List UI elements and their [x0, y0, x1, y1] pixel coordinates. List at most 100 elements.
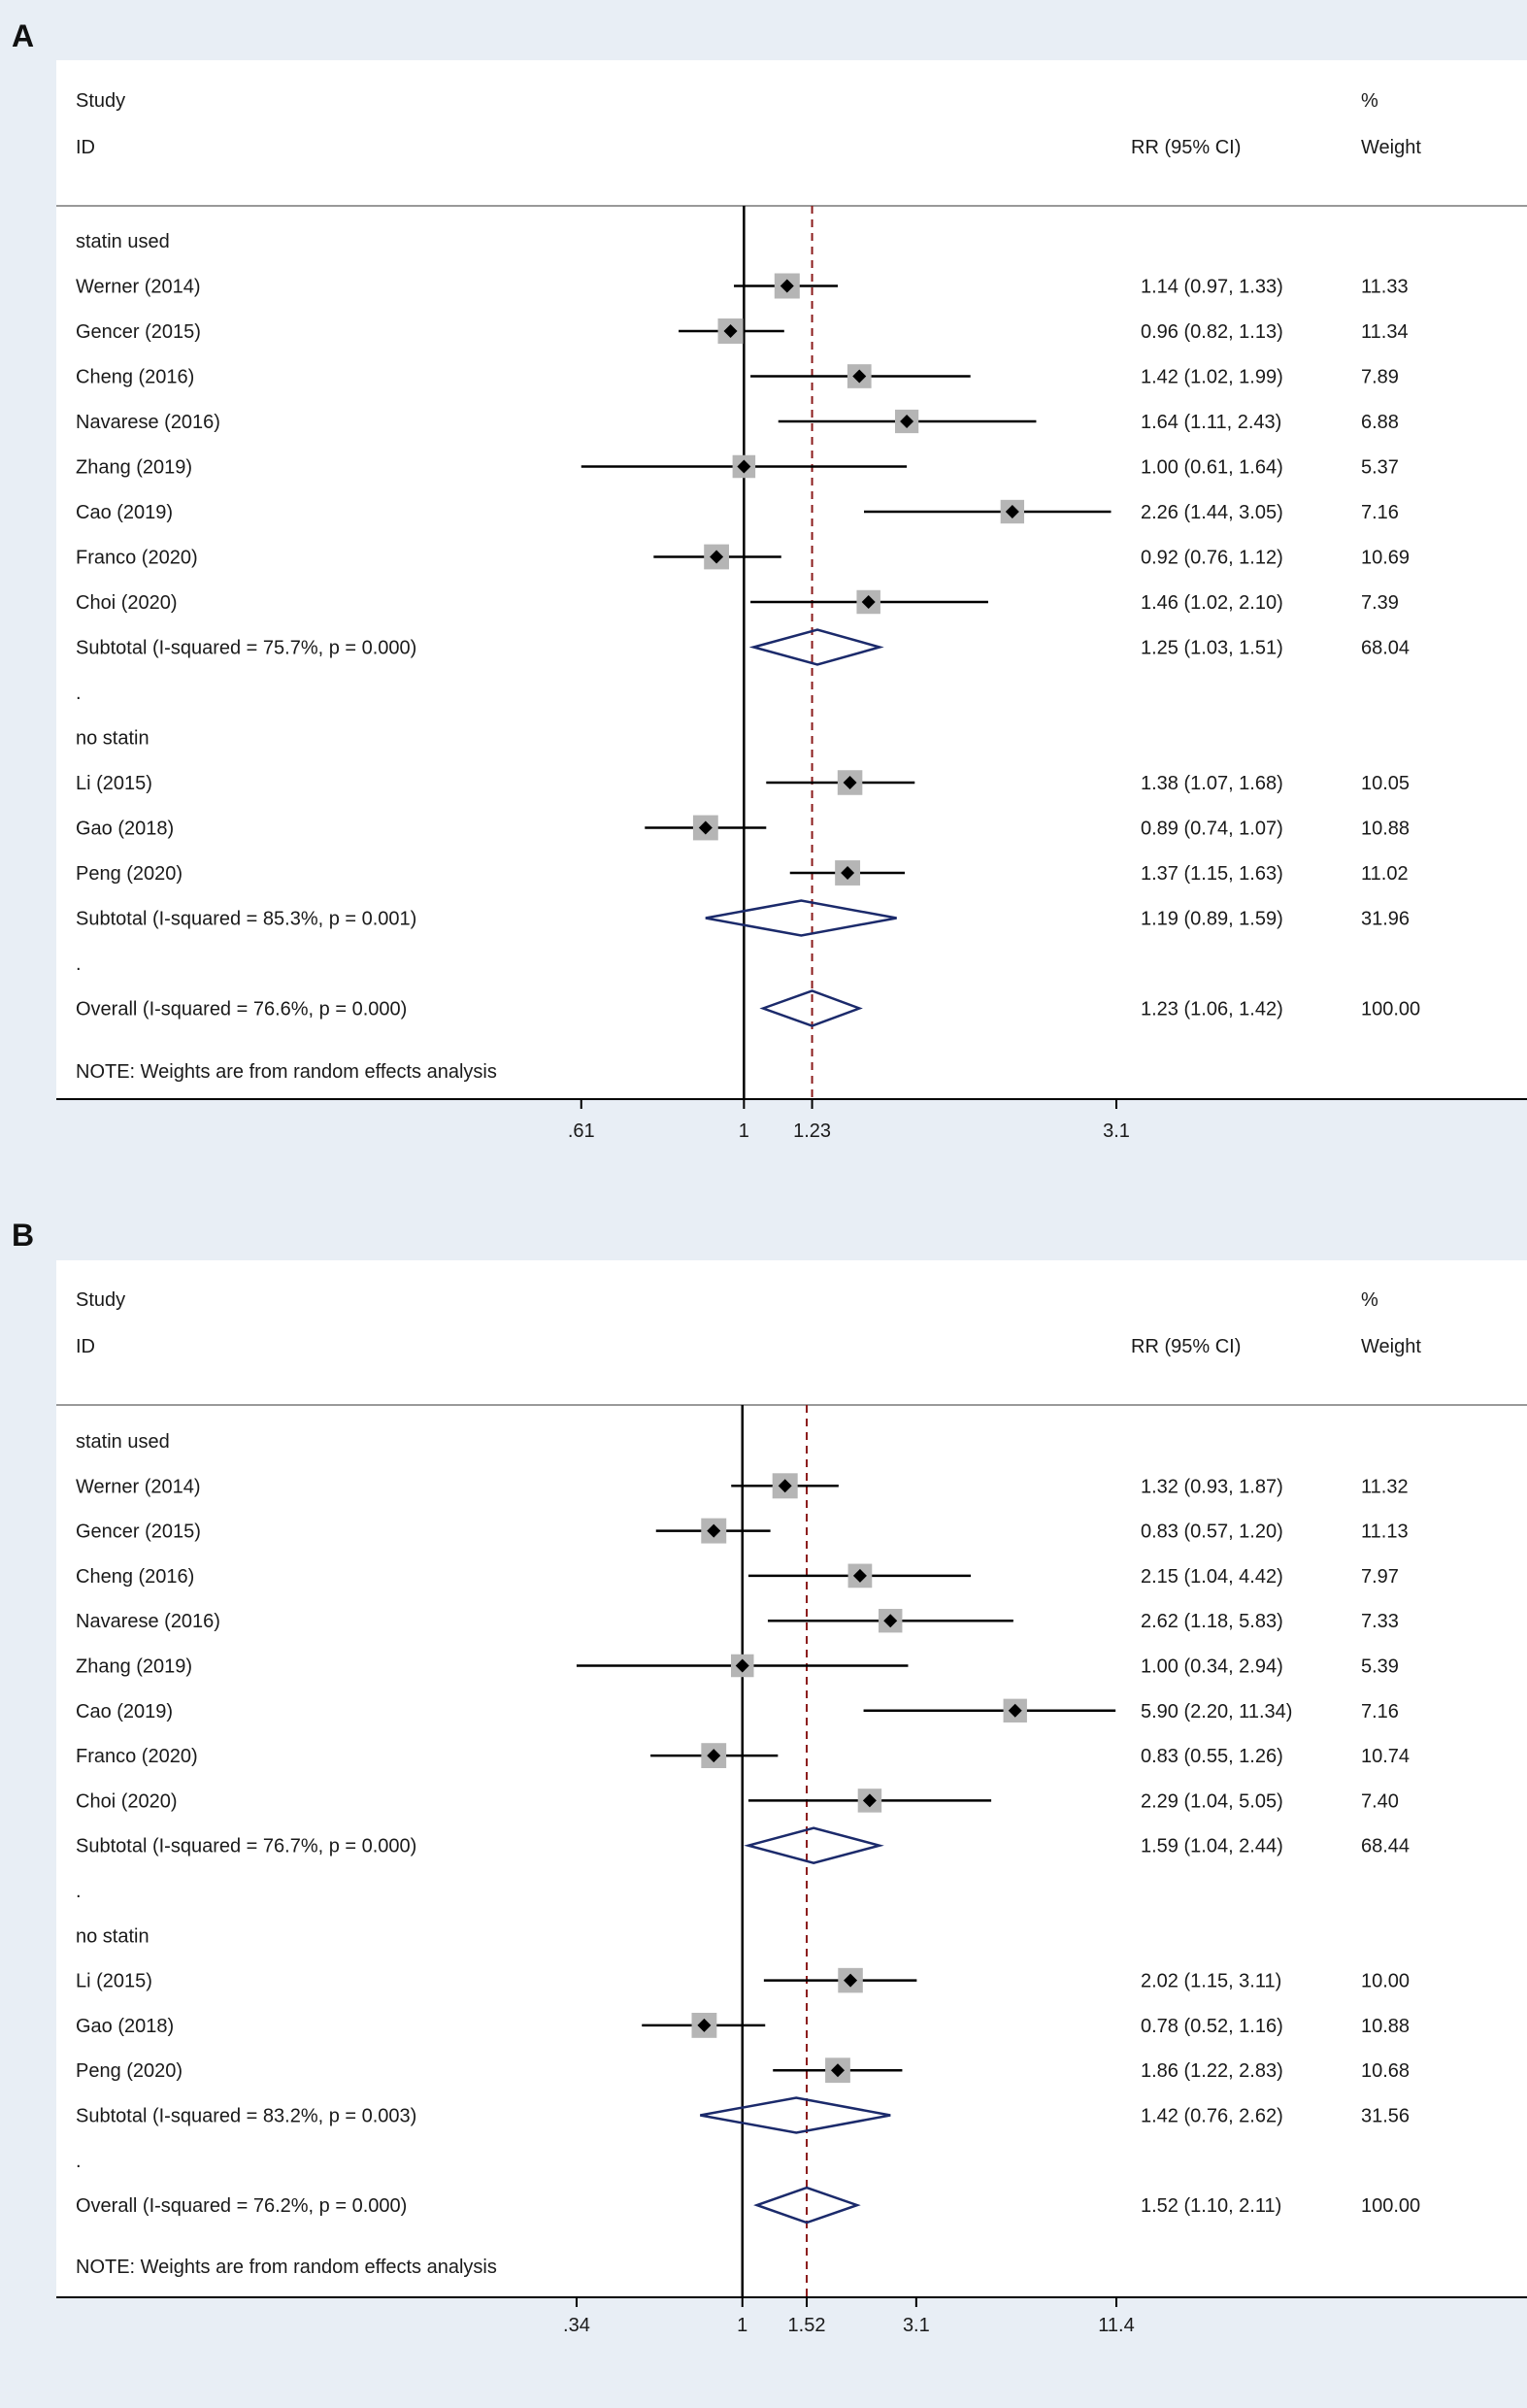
group-label: statin used	[76, 231, 170, 252]
study-label: Li (2015)	[76, 1971, 152, 1992]
rr-ci-value: 2.62 (1.18, 5.83)	[1141, 1611, 1283, 1632]
study-label: Navarese (2016)	[76, 412, 220, 433]
point-estimate-marker	[1005, 505, 1019, 518]
x-tick-label: .61	[568, 1120, 595, 1142]
weight-value: 7.40	[1361, 1790, 1399, 1812]
pooled-label: Subtotal (I-squared = 75.7%, p = 0.000)	[76, 638, 416, 659]
point-estimate-marker	[862, 1793, 877, 1808]
weight-value: 10.68	[1361, 2060, 1410, 2082]
weight-value: 31.56	[1361, 2106, 1410, 2127]
x-tick-label: 3.1	[903, 2315, 930, 2336]
rr-ci-value: 1.00 (0.61, 1.64)	[1141, 457, 1283, 479]
weight-value: 11.34	[1361, 321, 1409, 343]
point-estimate-marker	[861, 595, 876, 609]
point-estimate-marker	[697, 2018, 712, 2032]
weight-value: 7.89	[1361, 367, 1399, 388]
weight-value: 10.88	[1361, 819, 1410, 840]
header-weight: Weight	[1361, 137, 1421, 158]
header-study: Study	[76, 1289, 125, 1311]
rr-ci-value: 2.29 (1.04, 5.05)	[1141, 1790, 1283, 1812]
header-id: ID	[76, 137, 95, 158]
header-percent: %	[1361, 90, 1378, 112]
header-rr-ci: RR (95% CI)	[1131, 137, 1241, 158]
weight-value: 100.00	[1361, 999, 1420, 1020]
header-id: ID	[76, 1336, 95, 1357]
point-estimate-marker	[841, 866, 855, 880]
rr-ci-value: 1.52 (1.10, 2.11)	[1141, 2195, 1281, 2217]
point-estimate-marker	[843, 776, 857, 789]
x-tick-label: .34	[563, 2315, 590, 2336]
group-label: no statin	[76, 728, 149, 750]
weight-value: 10.74	[1361, 1746, 1410, 1767]
point-estimate-marker	[844, 1973, 858, 1988]
group-label: statin used	[76, 1431, 170, 1453]
pooled-label: Overall (I-squared = 76.2%, p = 0.000)	[76, 2195, 407, 2217]
rr-ci-value: 1.38 (1.07, 1.68)	[1141, 773, 1283, 794]
study-label: Cao (2019)	[76, 502, 173, 523]
point-estimate-marker	[778, 1479, 792, 1493]
point-estimate-marker	[852, 1568, 867, 1583]
footnote: NOTE: Weights are from random effects an…	[76, 1061, 497, 1083]
rr-ci-value: 1.32 (0.93, 1.87)	[1141, 1476, 1283, 1497]
point-estimate-marker	[710, 550, 724, 564]
point-estimate-marker	[1008, 1703, 1022, 1718]
panel-letter: A	[12, 18, 34, 53]
study-label: Peng (2020)	[76, 863, 183, 885]
point-estimate-marker	[735, 1658, 749, 1673]
weight-value: 11.13	[1361, 1522, 1409, 1543]
point-estimate-marker	[723, 324, 738, 338]
weight-value: 100.00	[1361, 2195, 1420, 2217]
pooled-diamond	[705, 899, 897, 937]
study-label: Cheng (2016)	[76, 367, 194, 388]
weight-value: 5.37	[1361, 457, 1399, 479]
rr-ci-value: 2.15 (1.04, 4.42)	[1141, 1566, 1283, 1588]
rr-ci-value: 1.59 (1.04, 2.44)	[1141, 1836, 1283, 1857]
study-label: Werner (2014)	[76, 1476, 201, 1497]
header-rr-ci: RR (95% CI)	[1131, 1336, 1241, 1357]
rr-ci-value: 1.14 (0.97, 1.33)	[1141, 277, 1283, 298]
rr-ci-value: 0.89 (0.74, 1.07)	[1141, 819, 1283, 840]
study-label: Cheng (2016)	[76, 1566, 194, 1588]
spacer-dot: .	[76, 683, 82, 704]
weight-value: 7.97	[1361, 1566, 1399, 1588]
x-tick-label: 1.52	[788, 2315, 826, 2336]
study-label: Zhang (2019)	[76, 1656, 192, 1678]
weight-value: 11.33	[1361, 277, 1409, 298]
panel-letter: B	[12, 1218, 34, 1253]
rr-ci-value: 0.92 (0.76, 1.12)	[1141, 548, 1283, 569]
point-estimate-marker	[830, 2063, 845, 2078]
weight-value: 10.69	[1361, 548, 1410, 569]
study-label: Franco (2020)	[76, 548, 198, 569]
x-tick-label: 1	[739, 1120, 749, 1142]
study-label: Gao (2018)	[76, 819, 174, 840]
pooled-label: Overall (I-squared = 76.6%, p = 0.000)	[76, 999, 407, 1020]
study-label: Werner (2014)	[76, 277, 201, 298]
point-estimate-marker	[707, 1523, 721, 1538]
rr-ci-value: 0.96 (0.82, 1.13)	[1141, 321, 1283, 343]
weight-value: 10.00	[1361, 1971, 1410, 1992]
rr-ci-value: 2.26 (1.44, 3.05)	[1141, 502, 1283, 523]
weight-value: 7.16	[1361, 502, 1399, 523]
study-label: Gencer (2015)	[76, 321, 201, 343]
point-estimate-marker	[737, 459, 751, 474]
point-estimate-marker	[900, 415, 914, 428]
pooled-diamond	[744, 1826, 884, 1864]
spacer-dot: .	[76, 1881, 82, 1902]
study-label: Choi (2020)	[76, 592, 178, 614]
weight-value: 11.32	[1361, 1476, 1409, 1497]
pooled-diamond	[700, 2096, 891, 2134]
rr-ci-value: 1.86 (1.22, 2.83)	[1141, 2060, 1283, 2082]
panel-a-background	[56, 60, 1527, 1099]
rr-ci-value: 1.64 (1.11, 2.43)	[1141, 412, 1281, 433]
rr-ci-value: 1.19 (0.89, 1.59)	[1141, 909, 1283, 930]
x-tick-label: 1	[737, 2315, 747, 2336]
pooled-diamond	[748, 628, 884, 666]
rr-ci-value: 1.42 (1.02, 1.99)	[1141, 367, 1283, 388]
header-study: Study	[76, 90, 125, 112]
study-label: Li (2015)	[76, 773, 152, 794]
rr-ci-value: 1.25 (1.03, 1.51)	[1141, 638, 1283, 659]
weight-value: 31.96	[1361, 909, 1410, 930]
panel-b-background	[56, 1260, 1527, 2297]
rr-ci-value: 0.83 (0.57, 1.20)	[1141, 1522, 1283, 1543]
spacer-dot: .	[76, 953, 82, 975]
